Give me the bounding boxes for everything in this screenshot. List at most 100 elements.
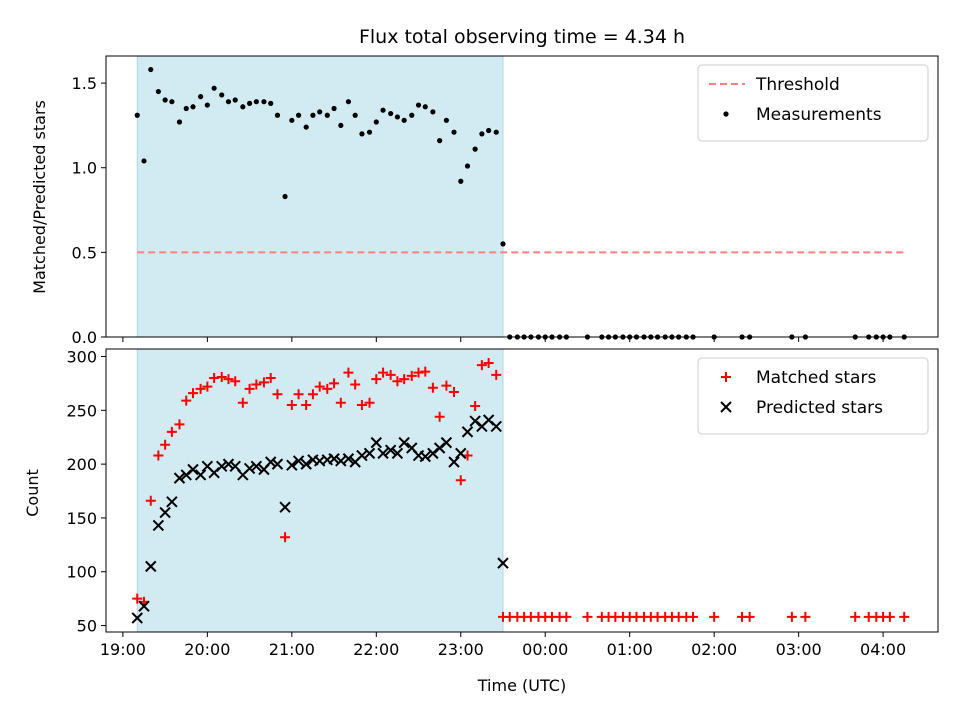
data-point: [132, 593, 143, 604]
legend-label: Threshold: [755, 75, 840, 95]
data-point: [160, 439, 171, 450]
data-point: [899, 611, 910, 622]
x-tick-label: 00:00: [522, 640, 568, 659]
observing-span: [136, 348, 504, 633]
data-point: [422, 104, 428, 110]
data-point: [209, 373, 220, 384]
data-point: [244, 383, 255, 394]
y-tick-label: 0.5: [72, 243, 97, 262]
data-point: [378, 367, 389, 378]
data-point: [195, 383, 206, 394]
data-point: [166, 496, 178, 508]
legend-label: Predicted stars: [756, 398, 883, 418]
y-tick-label: 150: [66, 509, 97, 528]
data-point: [183, 105, 189, 112]
data-point: [398, 436, 410, 449]
x-tick-label: 04:00: [860, 640, 906, 659]
data-point: [153, 450, 164, 461]
data-point: [310, 112, 316, 118]
data-point: [265, 373, 276, 384]
x-tick-label: 02:00: [691, 640, 737, 659]
data-point: [307, 389, 318, 400]
data-point: [419, 450, 431, 463]
data-point: [134, 112, 140, 118]
data-point: [169, 99, 175, 105]
y-tick-label: 1.5: [72, 74, 97, 93]
data-point: [173, 472, 186, 484]
data-point: [343, 367, 354, 378]
data-point: [884, 611, 895, 622]
legend-marker: [721, 372, 731, 382]
data-point: [413, 367, 424, 378]
data-point: [366, 129, 373, 135]
top-panel: 0.0 0.5 1.0 1.5 Threshold Measurements: [72, 55, 939, 347]
data-point: [286, 459, 298, 471]
data-point: [272, 389, 283, 400]
data-point: [198, 94, 204, 100]
y-tick-label: 0.0: [72, 328, 97, 347]
data-point: [688, 611, 699, 622]
data-point: [561, 611, 572, 622]
data-point: [479, 131, 485, 137]
data-point: [303, 124, 309, 130]
y-tick-label: 300: [66, 348, 97, 367]
data-point: [394, 114, 401, 120]
data-point: [371, 374, 382, 385]
data-point: [230, 376, 241, 387]
data-point: [145, 560, 157, 573]
series-1: [131, 414, 509, 624]
data-point: [225, 99, 232, 105]
x-tick-label: 01:00: [607, 640, 653, 659]
data-point: [194, 469, 207, 481]
data-point: [331, 105, 337, 112]
data-point: [232, 97, 238, 103]
data-point: [377, 447, 389, 460]
data-point: [490, 420, 502, 433]
legend: Matched stars Predicted stars: [697, 357, 929, 435]
data-point: [216, 371, 227, 382]
data-point: [500, 241, 506, 247]
data-point: [265, 456, 277, 468]
data-point: [415, 102, 422, 108]
data-point: [800, 611, 811, 622]
data-point: [258, 377, 269, 388]
bottom-panel: 50 100 150 200 250 300 19:00 20:00 21:00 22:00 23:…: [66, 348, 939, 659]
data-point: [455, 475, 466, 486]
data-point: [148, 66, 154, 73]
data-point: [246, 100, 253, 106]
top-ylabel: Matched/Predicted stars: [30, 100, 49, 294]
data-point: [380, 107, 386, 113]
data-point: [470, 401, 481, 412]
data-point: [293, 389, 304, 400]
data-point: [441, 380, 452, 391]
data-point: [437, 138, 443, 144]
data-point: [493, 129, 499, 135]
y-tick-label: 250: [66, 401, 97, 420]
x-tick-label: 20:00: [184, 640, 230, 659]
data-point: [458, 178, 464, 184]
data-point: [364, 397, 375, 408]
data-point: [211, 85, 217, 91]
data-point: [292, 455, 305, 467]
data-point: [204, 102, 210, 108]
legend-label: Measurements: [756, 105, 882, 125]
data-point: [399, 374, 410, 385]
data-point: [219, 92, 225, 98]
data-point: [181, 395, 192, 406]
data-point: [216, 460, 228, 472]
data-point: [243, 462, 256, 475]
data-point: [202, 381, 213, 392]
data-point: [152, 519, 165, 532]
data-point: [261, 99, 267, 105]
data-point: [406, 370, 417, 381]
data-point: [166, 426, 177, 437]
data-point: [420, 366, 431, 377]
data-point: [582, 611, 593, 622]
legend-label: Matched stars: [756, 368, 876, 388]
data-point: [401, 117, 407, 123]
data-point: [314, 381, 325, 392]
data-point: [709, 611, 720, 622]
y-tick-label: 200: [66, 455, 97, 474]
data-point: [329, 378, 340, 389]
x-tick-label: 21:00: [269, 640, 315, 659]
